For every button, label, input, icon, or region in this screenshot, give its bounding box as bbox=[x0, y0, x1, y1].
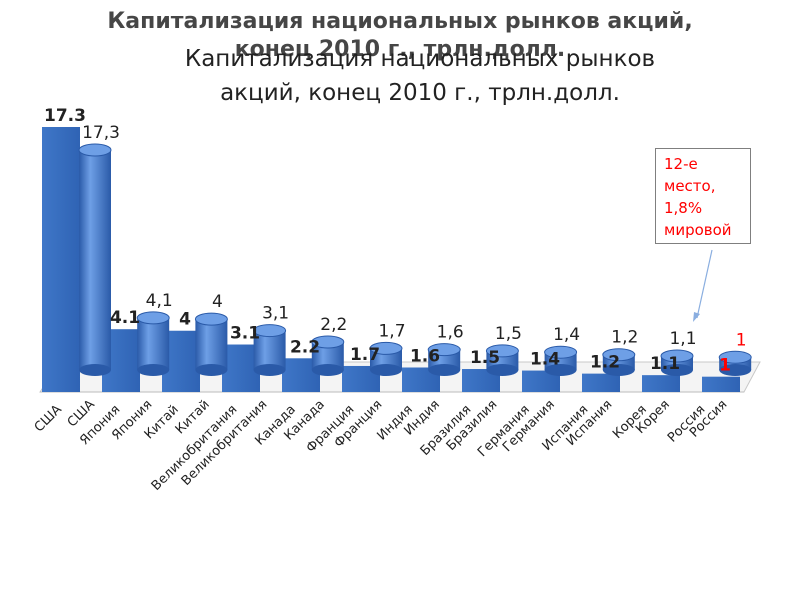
flat-bar bbox=[42, 127, 80, 392]
cylinder-bar bbox=[369, 341, 403, 376]
cylinder-bar bbox=[194, 312, 228, 376]
chart-title-back: Капитализация национальных рынков акций,… bbox=[107, 9, 693, 62]
callout-line1: 12-е bbox=[664, 155, 698, 173]
arrow-line bbox=[696, 249, 713, 319]
cylinder-value-label: 3,1 bbox=[262, 304, 289, 324]
cylinder-value-label: 1,7 bbox=[378, 321, 405, 341]
flat-bar bbox=[702, 376, 740, 392]
flat-value-label: 3.1 bbox=[230, 324, 260, 344]
category-label: США bbox=[32, 402, 65, 435]
chart-title-front: Капитализация национальных рынков акций,… bbox=[120, 42, 720, 110]
cylinder-value-label: 1,2 bbox=[611, 328, 638, 348]
flat-value-label: 1.2 bbox=[590, 353, 620, 373]
cylinder-value-label: 1,1 bbox=[669, 329, 696, 349]
callout-line4: мировой bbox=[664, 221, 732, 239]
cylinder-value-label: 17,3 bbox=[82, 123, 120, 143]
flat-value-label: 1.6 bbox=[410, 346, 440, 366]
callout-arrow bbox=[693, 249, 713, 322]
flat-value-label: 4.1 bbox=[110, 308, 140, 328]
flat-bar bbox=[522, 370, 560, 392]
cylinder-bar-series bbox=[78, 143, 752, 376]
flat-value-label: 1.4 bbox=[530, 350, 560, 370]
flat-bar bbox=[462, 369, 500, 392]
flat-value-label: 4 bbox=[179, 310, 191, 330]
cylinder-value-label: 1,5 bbox=[495, 324, 522, 344]
cylinder-value-label: 1,4 bbox=[553, 325, 580, 345]
cylinder-bar bbox=[718, 350, 752, 376]
cylinder-bar bbox=[253, 324, 287, 376]
flat-value-label: 1.1 bbox=[650, 354, 680, 374]
cylinder-value-label: 1,6 bbox=[437, 323, 464, 343]
cylinder-bar bbox=[544, 345, 578, 376]
cylinder-bar bbox=[311, 335, 345, 376]
cylinder-bar bbox=[660, 349, 694, 376]
flat-value-label: 2.2 bbox=[290, 337, 320, 357]
flat-value-label: 1.7 bbox=[350, 345, 380, 365]
chart-title-front-line1: Капитализация национальных рынков bbox=[184, 46, 656, 72]
cylinder-value-label: 1 bbox=[736, 330, 747, 350]
cylinder-bar bbox=[78, 143, 112, 376]
callout-box: 12-е место, 1,8% мировой bbox=[655, 148, 751, 244]
chart-title-front-line2: акций, конец 2010 г., трлн.долл. bbox=[220, 80, 620, 106]
cylinder-value-label: 4,1 bbox=[146, 291, 173, 311]
callout-line3: 1,8% bbox=[664, 199, 703, 217]
flat-bar bbox=[642, 375, 680, 392]
cylinder-value-label: 2,2 bbox=[320, 315, 347, 335]
cylinder-bar bbox=[427, 343, 461, 376]
flat-value-labels: 17.3 4.1 4 3.1 2.2 1.7 1.6 1.5 1.4 1.2 1.1 1 bbox=[44, 106, 731, 376]
cylinder-bar bbox=[136, 311, 170, 376]
flat-value-label: 1 bbox=[719, 356, 731, 376]
callout-line2: место, bbox=[664, 177, 716, 195]
cylinder-bar bbox=[485, 344, 519, 376]
cylinder-value-label: 4 bbox=[212, 292, 223, 312]
flat-value-label: 17.3 bbox=[44, 106, 86, 126]
arrow-head bbox=[693, 312, 700, 322]
cylinder-bar bbox=[602, 348, 636, 376]
flat-bar bbox=[582, 373, 620, 392]
flat-value-label: 1.5 bbox=[470, 348, 500, 368]
cylinder-value-labels: 17,3 4,1 4 3,1 2,2 1,7 1,6 1,5 1,4 1,2 1,1 1 bbox=[82, 123, 747, 350]
